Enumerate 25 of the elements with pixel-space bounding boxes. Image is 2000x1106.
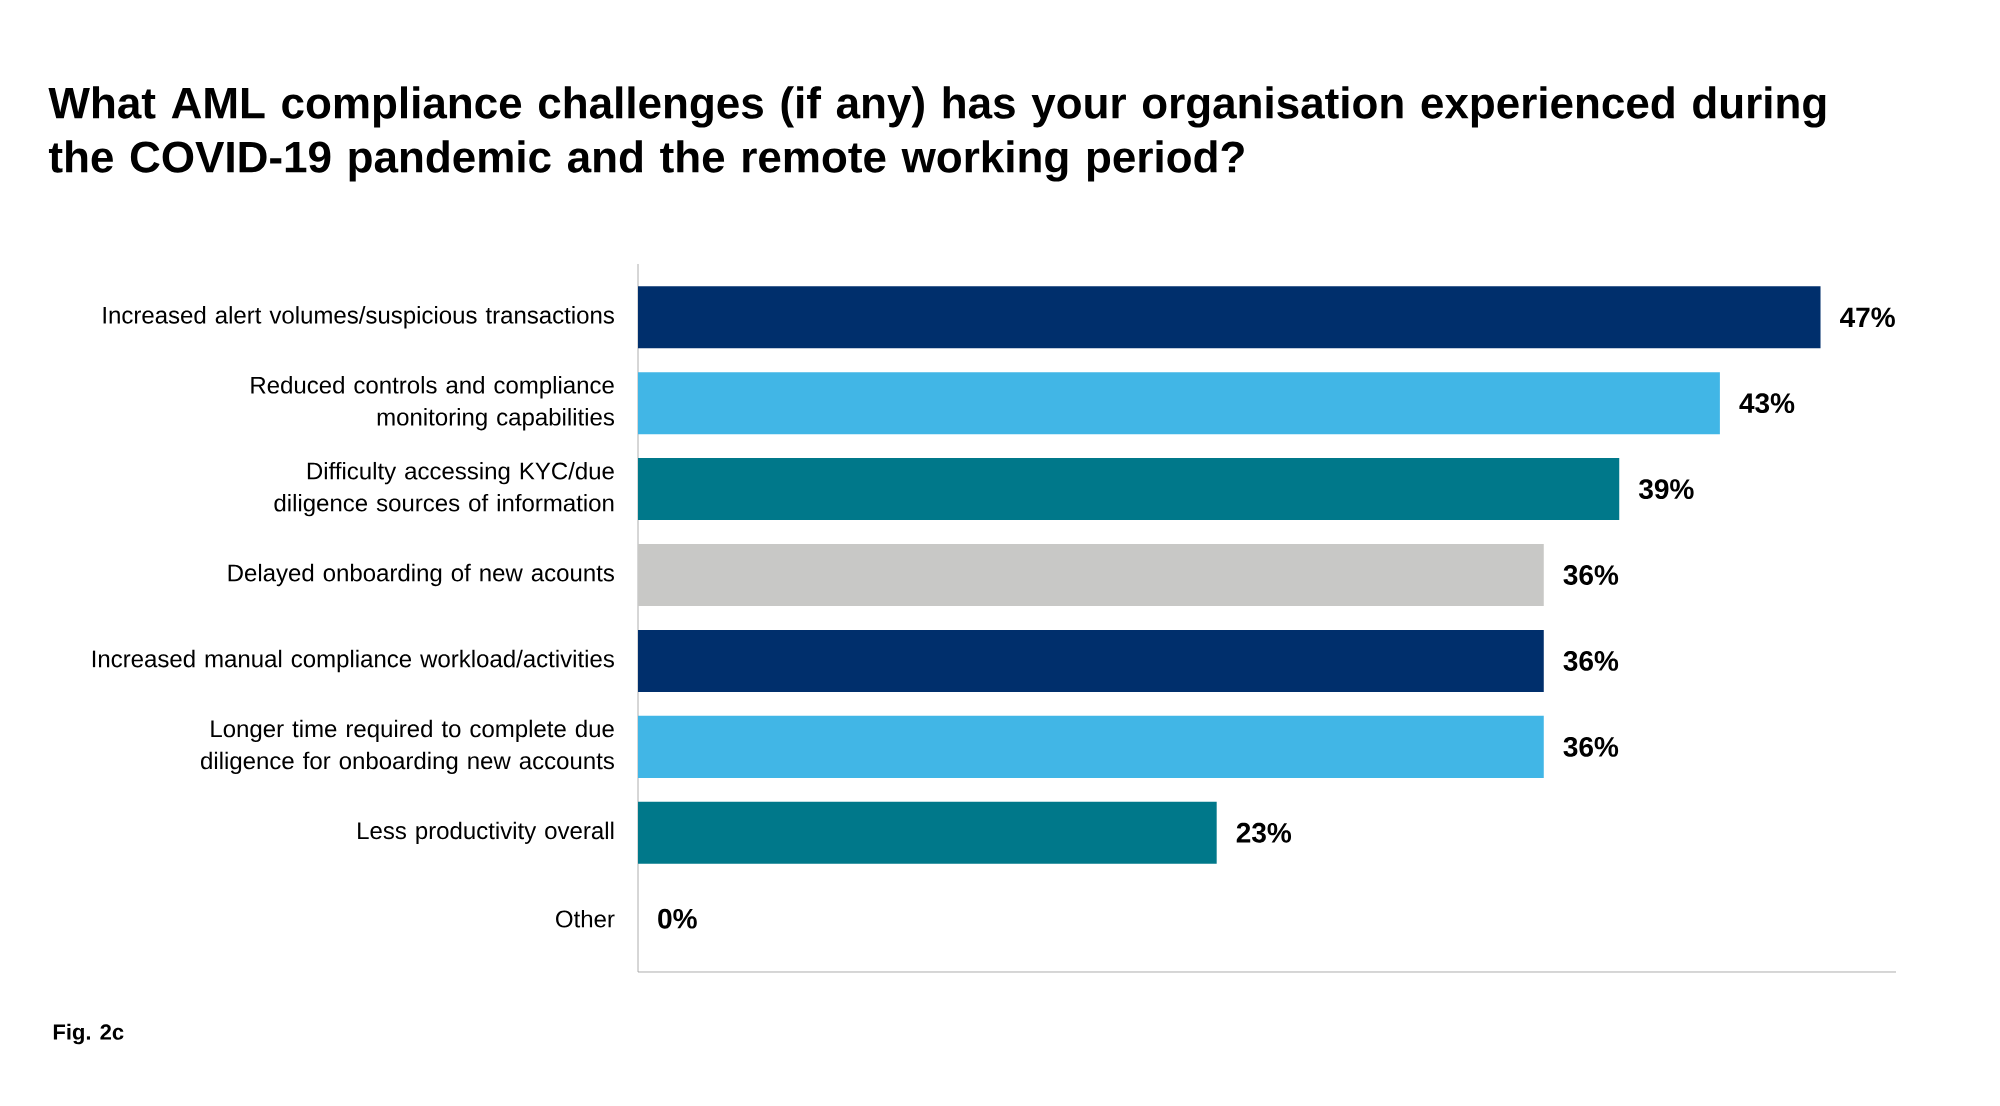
y-tick-label: Increased alert volumes/suspicious transactions	[103, 306, 614, 329]
y-tick-label: Less productivity overall	[358, 821, 614, 844]
chart-title: What AML compliance challenges (if any) has your organisation experienced during the COVID-19 pandemic and the remote working period?	[48, 86, 1826, 182]
y-tick-label: Difficulty accessing KYC/due diligence sources of information	[274, 461, 614, 517]
y-tick-label: Delayed onboarding of new acounts	[228, 563, 614, 587]
data-label: 23%	[1236, 822, 1292, 843]
bar	[638, 544, 1544, 607]
y-tick-label: Longer time required to complete due diligence for onboarding new accounts	[201, 719, 614, 775]
bar	[638, 801, 1217, 864]
y-tick-label: Reduced controls and compliance monitoring capabilities	[251, 376, 615, 431]
y-tick-label: Increased manual compliance workload/activities	[92, 649, 614, 673]
data-label: 36%	[1563, 651, 1619, 671]
bar	[638, 715, 1544, 778]
data-label: 39%	[1638, 479, 1694, 500]
y-tick-label: Other	[556, 909, 615, 928]
data-label: 0%	[658, 908, 697, 929]
data-label: 36%	[1563, 565, 1619, 585]
caption: Fig. 2c	[53, 1023, 124, 1045]
data-label: 36%	[1563, 736, 1619, 757]
bar	[638, 372, 1720, 435]
bar	[638, 629, 1544, 692]
data-label: 47%	[1840, 307, 1895, 328]
bar	[638, 286, 1821, 349]
data-label: 43%	[1739, 393, 1795, 414]
bar	[638, 458, 1620, 521]
